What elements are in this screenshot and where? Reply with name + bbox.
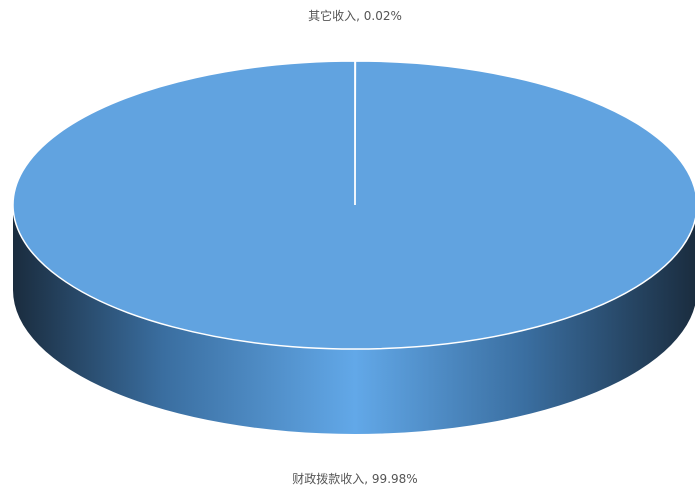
pie-label-0: 其它收入, 0.02% <box>308 8 402 23</box>
pie-label-1: 财政拨款收入, 99.98% <box>292 472 417 486</box>
pie-slice-1 <box>13 61 695 349</box>
